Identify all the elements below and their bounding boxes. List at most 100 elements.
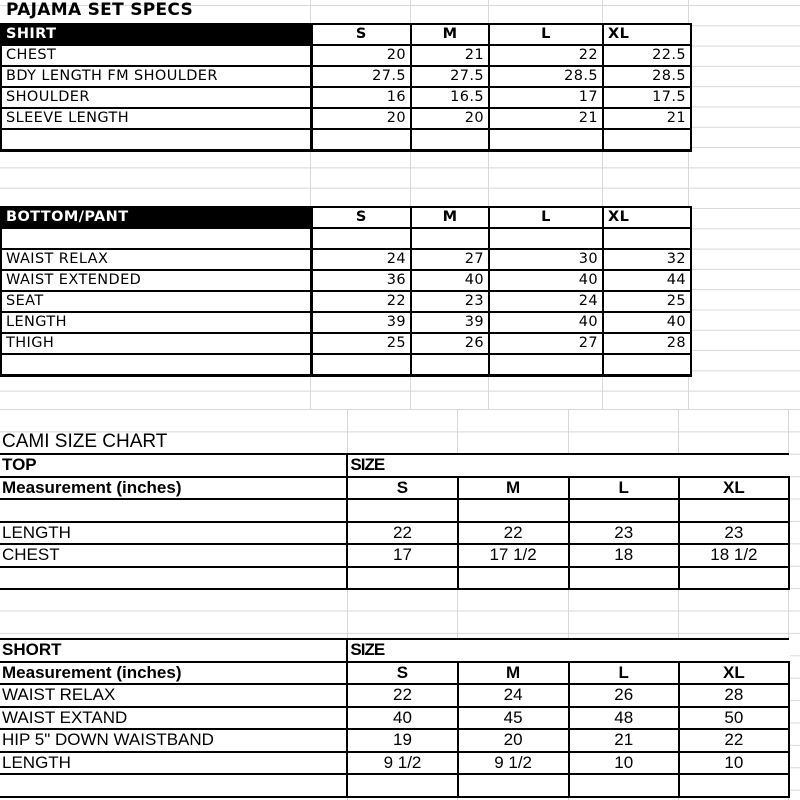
value-cell[interactable]: 24 bbox=[488, 290, 604, 313]
size-header[interactable]: M bbox=[456, 660, 570, 685]
value-cell[interactable]: 28.5 bbox=[488, 65, 604, 88]
size-header[interactable]: M bbox=[410, 206, 490, 229]
value-cell[interactable]: 16 bbox=[310, 86, 412, 109]
size-header[interactable]: M bbox=[456, 475, 570, 500]
value-cell[interactable]: 22 bbox=[310, 290, 412, 313]
empty-cell[interactable] bbox=[456, 565, 570, 590]
empty-cell[interactable] bbox=[0, 128, 313, 152]
size-header[interactable]: S bbox=[310, 23, 412, 46]
value-cell[interactable]: 25 bbox=[602, 290, 692, 313]
empty-cell[interactable] bbox=[456, 773, 570, 798]
value-cell[interactable]: 20 bbox=[310, 107, 412, 130]
value-cell[interactable]: 27 bbox=[488, 332, 604, 355]
value-cell[interactable]: 26 bbox=[410, 332, 490, 355]
row-label[interactable]: LENGTH bbox=[0, 311, 313, 334]
value-cell[interactable]: 17.5 bbox=[602, 86, 692, 109]
empty-cell[interactable] bbox=[488, 128, 604, 152]
empty-cell[interactable] bbox=[0, 353, 313, 377]
empty-cell[interactable] bbox=[677, 773, 791, 798]
value-cell[interactable]: 30 bbox=[488, 248, 604, 271]
empty-cell[interactable] bbox=[567, 773, 680, 798]
row-label[interactable]: CHEST bbox=[0, 543, 349, 568]
section-header[interactable]: SHORT bbox=[0, 638, 349, 663]
size-label[interactable]: SIZE bbox=[346, 638, 789, 663]
empty-cell[interactable] bbox=[488, 227, 604, 250]
size-header[interactable]: XL bbox=[602, 206, 692, 229]
value-cell[interactable]: 24 bbox=[310, 248, 412, 271]
value-cell[interactable]: 22 bbox=[677, 728, 791, 753]
value-cell[interactable]: 22 bbox=[346, 520, 459, 545]
measurement-label[interactable]: Measurement (inches) bbox=[0, 475, 349, 500]
empty-cell[interactable] bbox=[346, 773, 459, 798]
value-cell[interactable]: 9 1/2 bbox=[346, 750, 459, 775]
empty-cell[interactable] bbox=[410, 227, 490, 250]
value-cell[interactable]: 45 bbox=[456, 705, 570, 730]
value-cell[interactable]: 40 bbox=[488, 311, 604, 334]
value-cell[interactable]: 23 bbox=[567, 520, 680, 545]
empty-cell[interactable] bbox=[346, 565, 459, 590]
empty-cell[interactable] bbox=[567, 498, 680, 523]
row-label[interactable]: WAIST EXTENDED bbox=[0, 269, 313, 292]
size-header[interactable]: M bbox=[410, 23, 490, 46]
row-label[interactable]: THIGH bbox=[0, 332, 313, 355]
value-cell[interactable]: 21 bbox=[410, 44, 490, 67]
empty-cell[interactable] bbox=[346, 498, 459, 523]
size-header[interactable]: XL bbox=[677, 660, 791, 685]
value-cell[interactable]: 17 bbox=[346, 543, 459, 568]
value-cell[interactable]: 18 bbox=[567, 543, 680, 568]
size-header[interactable]: L bbox=[488, 23, 604, 46]
value-cell[interactable]: 36 bbox=[310, 269, 412, 292]
row-label[interactable]: LENGTH bbox=[0, 520, 349, 545]
size-header[interactable]: XL bbox=[602, 23, 692, 46]
value-cell[interactable]: 40 bbox=[488, 269, 604, 292]
value-cell[interactable]: 32 bbox=[602, 248, 692, 271]
empty-cell[interactable] bbox=[0, 565, 349, 590]
empty-cell[interactable] bbox=[310, 128, 412, 152]
value-cell[interactable]: 22 bbox=[488, 44, 604, 67]
value-cell[interactable]: 21 bbox=[488, 107, 604, 130]
value-cell[interactable]: 20 bbox=[456, 728, 570, 753]
value-cell[interactable]: 19 bbox=[346, 728, 459, 753]
value-cell[interactable]: 17 bbox=[488, 86, 604, 109]
size-header[interactable]: S bbox=[310, 206, 412, 229]
empty-cell[interactable] bbox=[0, 773, 349, 798]
value-cell[interactable]: 20 bbox=[310, 44, 412, 67]
value-cell[interactable]: 10 bbox=[677, 750, 791, 775]
row-label[interactable]: WAIST RELAX bbox=[0, 248, 313, 271]
size-header[interactable]: XL bbox=[677, 475, 791, 500]
value-cell[interactable]: 28.5 bbox=[602, 65, 692, 88]
row-label[interactable]: CHEST bbox=[0, 44, 313, 67]
value-cell[interactable]: 10 bbox=[567, 750, 680, 775]
row-label[interactable]: LENGTH bbox=[0, 750, 349, 775]
value-cell[interactable]: 18 1/2 bbox=[677, 543, 791, 568]
value-cell[interactable]: 22.5 bbox=[602, 44, 692, 67]
empty-cell[interactable] bbox=[310, 353, 412, 377]
value-cell[interactable]: 27.5 bbox=[410, 65, 490, 88]
value-cell[interactable]: 21 bbox=[567, 728, 680, 753]
value-cell[interactable]: 23 bbox=[410, 290, 490, 313]
value-cell[interactable]: 44 bbox=[602, 269, 692, 292]
empty-cell[interactable] bbox=[410, 353, 490, 377]
section-header[interactable]: SHIRT bbox=[0, 23, 313, 46]
row-label[interactable]: SEAT bbox=[0, 290, 313, 313]
value-cell[interactable]: 27 bbox=[410, 248, 490, 271]
value-cell[interactable]: 40 bbox=[346, 705, 459, 730]
value-cell[interactable]: 21 bbox=[602, 107, 692, 130]
empty-cell[interactable] bbox=[677, 565, 791, 590]
size-header[interactable]: L bbox=[567, 660, 680, 685]
value-cell[interactable]: 22 bbox=[346, 683, 459, 708]
section-header[interactable]: TOP bbox=[0, 453, 349, 478]
size-header[interactable]: L bbox=[488, 206, 604, 229]
size-header[interactable]: L bbox=[567, 475, 680, 500]
empty-cell[interactable] bbox=[488, 353, 604, 377]
value-cell[interactable]: 28 bbox=[602, 332, 692, 355]
value-cell[interactable]: 39 bbox=[410, 311, 490, 334]
row-label[interactable]: SLEEVE LENGTH bbox=[0, 107, 313, 130]
empty-cell[interactable] bbox=[602, 227, 692, 250]
value-cell[interactable]: 40 bbox=[602, 311, 692, 334]
value-cell[interactable]: 48 bbox=[567, 705, 680, 730]
row-label[interactable]: HIP 5" DOWN WAISTBAND bbox=[0, 728, 349, 753]
value-cell[interactable]: 9 1/2 bbox=[456, 750, 570, 775]
row-label[interactable]: BDY LENGTH FM SHOULDER bbox=[0, 65, 313, 88]
empty-cell[interactable] bbox=[456, 498, 570, 523]
